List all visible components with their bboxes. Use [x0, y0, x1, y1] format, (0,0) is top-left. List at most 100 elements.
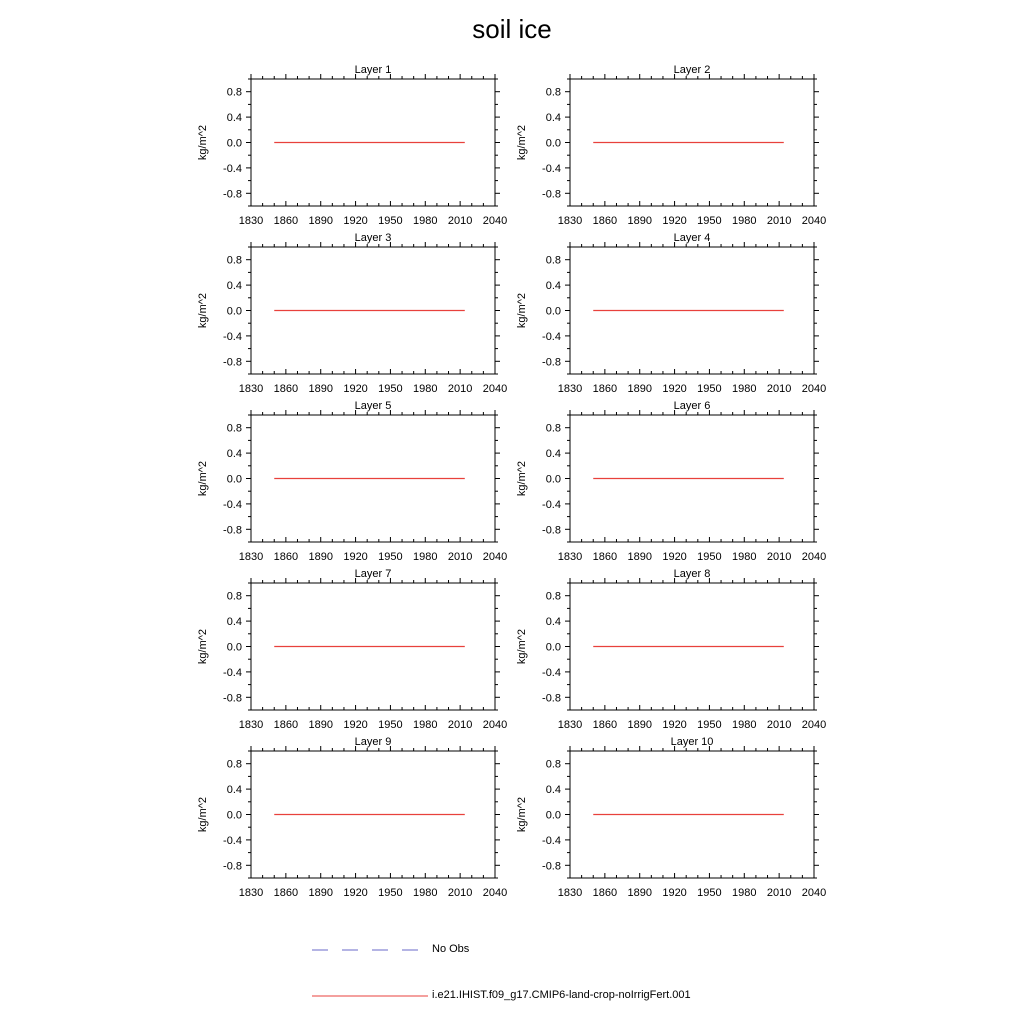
panel-layer-4: Layer 4 1830 1860 1890 1920 1950 1980 2010 2040 0… — [516, 232, 826, 395]
x-tick-label: 1920 — [662, 887, 686, 899]
x-tick-label: 1920 — [343, 215, 367, 227]
y-tick-label: 0.8 — [546, 591, 561, 603]
x-tick-label: 1830 — [239, 551, 263, 563]
x-tick-label: 2040 — [483, 887, 507, 899]
x-tick-label: 1950 — [378, 887, 402, 899]
x-tick-label: 1830 — [239, 887, 263, 899]
x-tick-label: 2010 — [767, 887, 791, 899]
y-axis-label: kg/m^2 — [516, 125, 528, 160]
y-tick-label: -0.4 — [223, 667, 242, 679]
x-tick-label: 1830 — [239, 215, 263, 227]
x-tick-label: 1860 — [593, 215, 617, 227]
x-tick-label: 1980 — [413, 215, 437, 227]
y-tick-label: 0.8 — [227, 87, 242, 99]
y-tick-label: 0.4 — [227, 112, 242, 124]
x-tick-label: 1980 — [732, 551, 756, 563]
y-tick-label: -0.4 — [223, 163, 242, 175]
x-tick-label: 1920 — [662, 383, 686, 395]
x-tick-label: 1950 — [697, 215, 721, 227]
y-tick-label: 0.0 — [227, 810, 242, 822]
y-tick-label: 0.0 — [546, 138, 561, 150]
y-tick-label: 0.0 — [227, 306, 242, 318]
x-tick-label: 1950 — [378, 383, 402, 395]
y-tick-label: -0.4 — [542, 331, 561, 343]
y-tick-label: -0.4 — [542, 499, 561, 511]
x-tick-label: 1920 — [343, 887, 367, 899]
x-tick-label: 1890 — [627, 719, 651, 731]
y-tick-label: -0.4 — [223, 331, 242, 343]
y-tick-label: -0.8 — [542, 356, 561, 368]
y-tick-label: -0.8 — [223, 860, 242, 872]
x-tick-label: 2040 — [802, 383, 826, 395]
x-tick-label: 2010 — [448, 215, 472, 227]
y-axis-label: kg/m^2 — [516, 293, 528, 328]
panel-layer-5: Layer 5 1830 1860 1890 1920 1950 1980 2010 2040 0… — [197, 400, 507, 563]
y-tick-label: 0.0 — [227, 138, 242, 150]
x-tick-label: 2040 — [483, 215, 507, 227]
y-tick-label: 0.8 — [546, 759, 561, 771]
y-tick-label: -0.4 — [542, 667, 561, 679]
x-tick-label: 1860 — [593, 719, 617, 731]
y-axis-label: kg/m^2 — [516, 797, 528, 832]
panel-layer-3: Layer 3 1830 1860 1890 1920 1950 1980 2010 2040 0… — [197, 232, 507, 395]
y-tick-label: 0.4 — [227, 280, 242, 292]
x-tick-label: 2040 — [802, 719, 826, 731]
y-tick-label: 0.0 — [227, 474, 242, 486]
y-tick-label: -0.4 — [223, 835, 242, 847]
x-tick-label: 1830 — [558, 551, 582, 563]
panel-title: Layer 10 — [671, 736, 714, 748]
y-axis-label: kg/m^2 — [516, 629, 528, 664]
y-tick-label: -0.8 — [542, 860, 561, 872]
x-tick-label: 1890 — [308, 215, 332, 227]
panel-layer-2: Layer 2 1830 1860 1890 1920 1950 1980 2010 2040 0… — [516, 64, 826, 227]
y-tick-label: 0.4 — [546, 112, 561, 124]
panel-layer-6: Layer 6 1830 1860 1890 1920 1950 1980 2010 2040 0… — [516, 400, 826, 563]
x-tick-label: 1980 — [732, 719, 756, 731]
x-tick-label: 1950 — [697, 719, 721, 731]
x-tick-label: 1830 — [239, 383, 263, 395]
x-tick-label: 1950 — [697, 887, 721, 899]
panel-layer-9: Layer 9 1830 1860 1890 1920 1950 1980 2010 2040 0… — [197, 736, 507, 899]
x-tick-label: 2040 — [483, 383, 507, 395]
legend-label-no-obs: No Obs — [432, 943, 470, 955]
x-tick-label: 1860 — [593, 551, 617, 563]
legend-entry-no-obs: No Obs — [310, 940, 510, 960]
x-tick-label: 1980 — [413, 383, 437, 395]
y-tick-label: 0.4 — [546, 448, 561, 460]
x-tick-label: 1860 — [593, 887, 617, 899]
panel-title: Layer 8 — [674, 568, 711, 580]
y-axis-label: kg/m^2 — [197, 461, 209, 496]
x-tick-label: 1890 — [627, 551, 651, 563]
x-tick-label: 2010 — [767, 719, 791, 731]
x-tick-label: 1890 — [627, 215, 651, 227]
legend-entry-model: i.e21.IHIST.f09_g17.CMIP6-land-crop-noIr… — [310, 986, 730, 1006]
x-tick-label: 2040 — [802, 215, 826, 227]
x-tick-label: 1980 — [732, 383, 756, 395]
x-tick-label: 2040 — [483, 551, 507, 563]
y-tick-label: 0.8 — [227, 255, 242, 267]
panel-layer-10: Layer 10 1830 1860 1890 1920 1950 1980 2010 2040… — [516, 736, 826, 899]
x-tick-label: 1830 — [558, 383, 582, 395]
x-tick-label: 1830 — [239, 719, 263, 731]
x-tick-label: 2040 — [483, 719, 507, 731]
x-tick-label: 1830 — [558, 719, 582, 731]
x-tick-label: 1980 — [413, 719, 437, 731]
x-tick-label: 1950 — [378, 215, 402, 227]
x-tick-label: 2040 — [802, 551, 826, 563]
y-axis-label: kg/m^2 — [197, 293, 209, 328]
x-tick-label: 1860 — [274, 383, 298, 395]
y-tick-label: 0.8 — [546, 423, 561, 435]
y-tick-label: -0.8 — [223, 188, 242, 200]
y-tick-label: 0.8 — [227, 759, 242, 771]
y-tick-label: 0.0 — [546, 642, 561, 654]
y-tick-label: 0.0 — [227, 642, 242, 654]
x-tick-label: 1950 — [697, 551, 721, 563]
legend-swatch-no-obs — [312, 949, 418, 951]
legend-label-model: i.e21.IHIST.f09_g17.CMIP6-land-crop-noIr… — [432, 989, 691, 1001]
panel-layer-7: Layer 7 1830 1860 1890 1920 1950 1980 2010 2040 0… — [197, 568, 507, 731]
y-tick-label: -0.8 — [542, 188, 561, 200]
x-tick-label: 1890 — [308, 551, 332, 563]
x-tick-label: 1890 — [308, 887, 332, 899]
x-tick-label: 1980 — [732, 215, 756, 227]
y-tick-label: -0.4 — [542, 163, 561, 175]
